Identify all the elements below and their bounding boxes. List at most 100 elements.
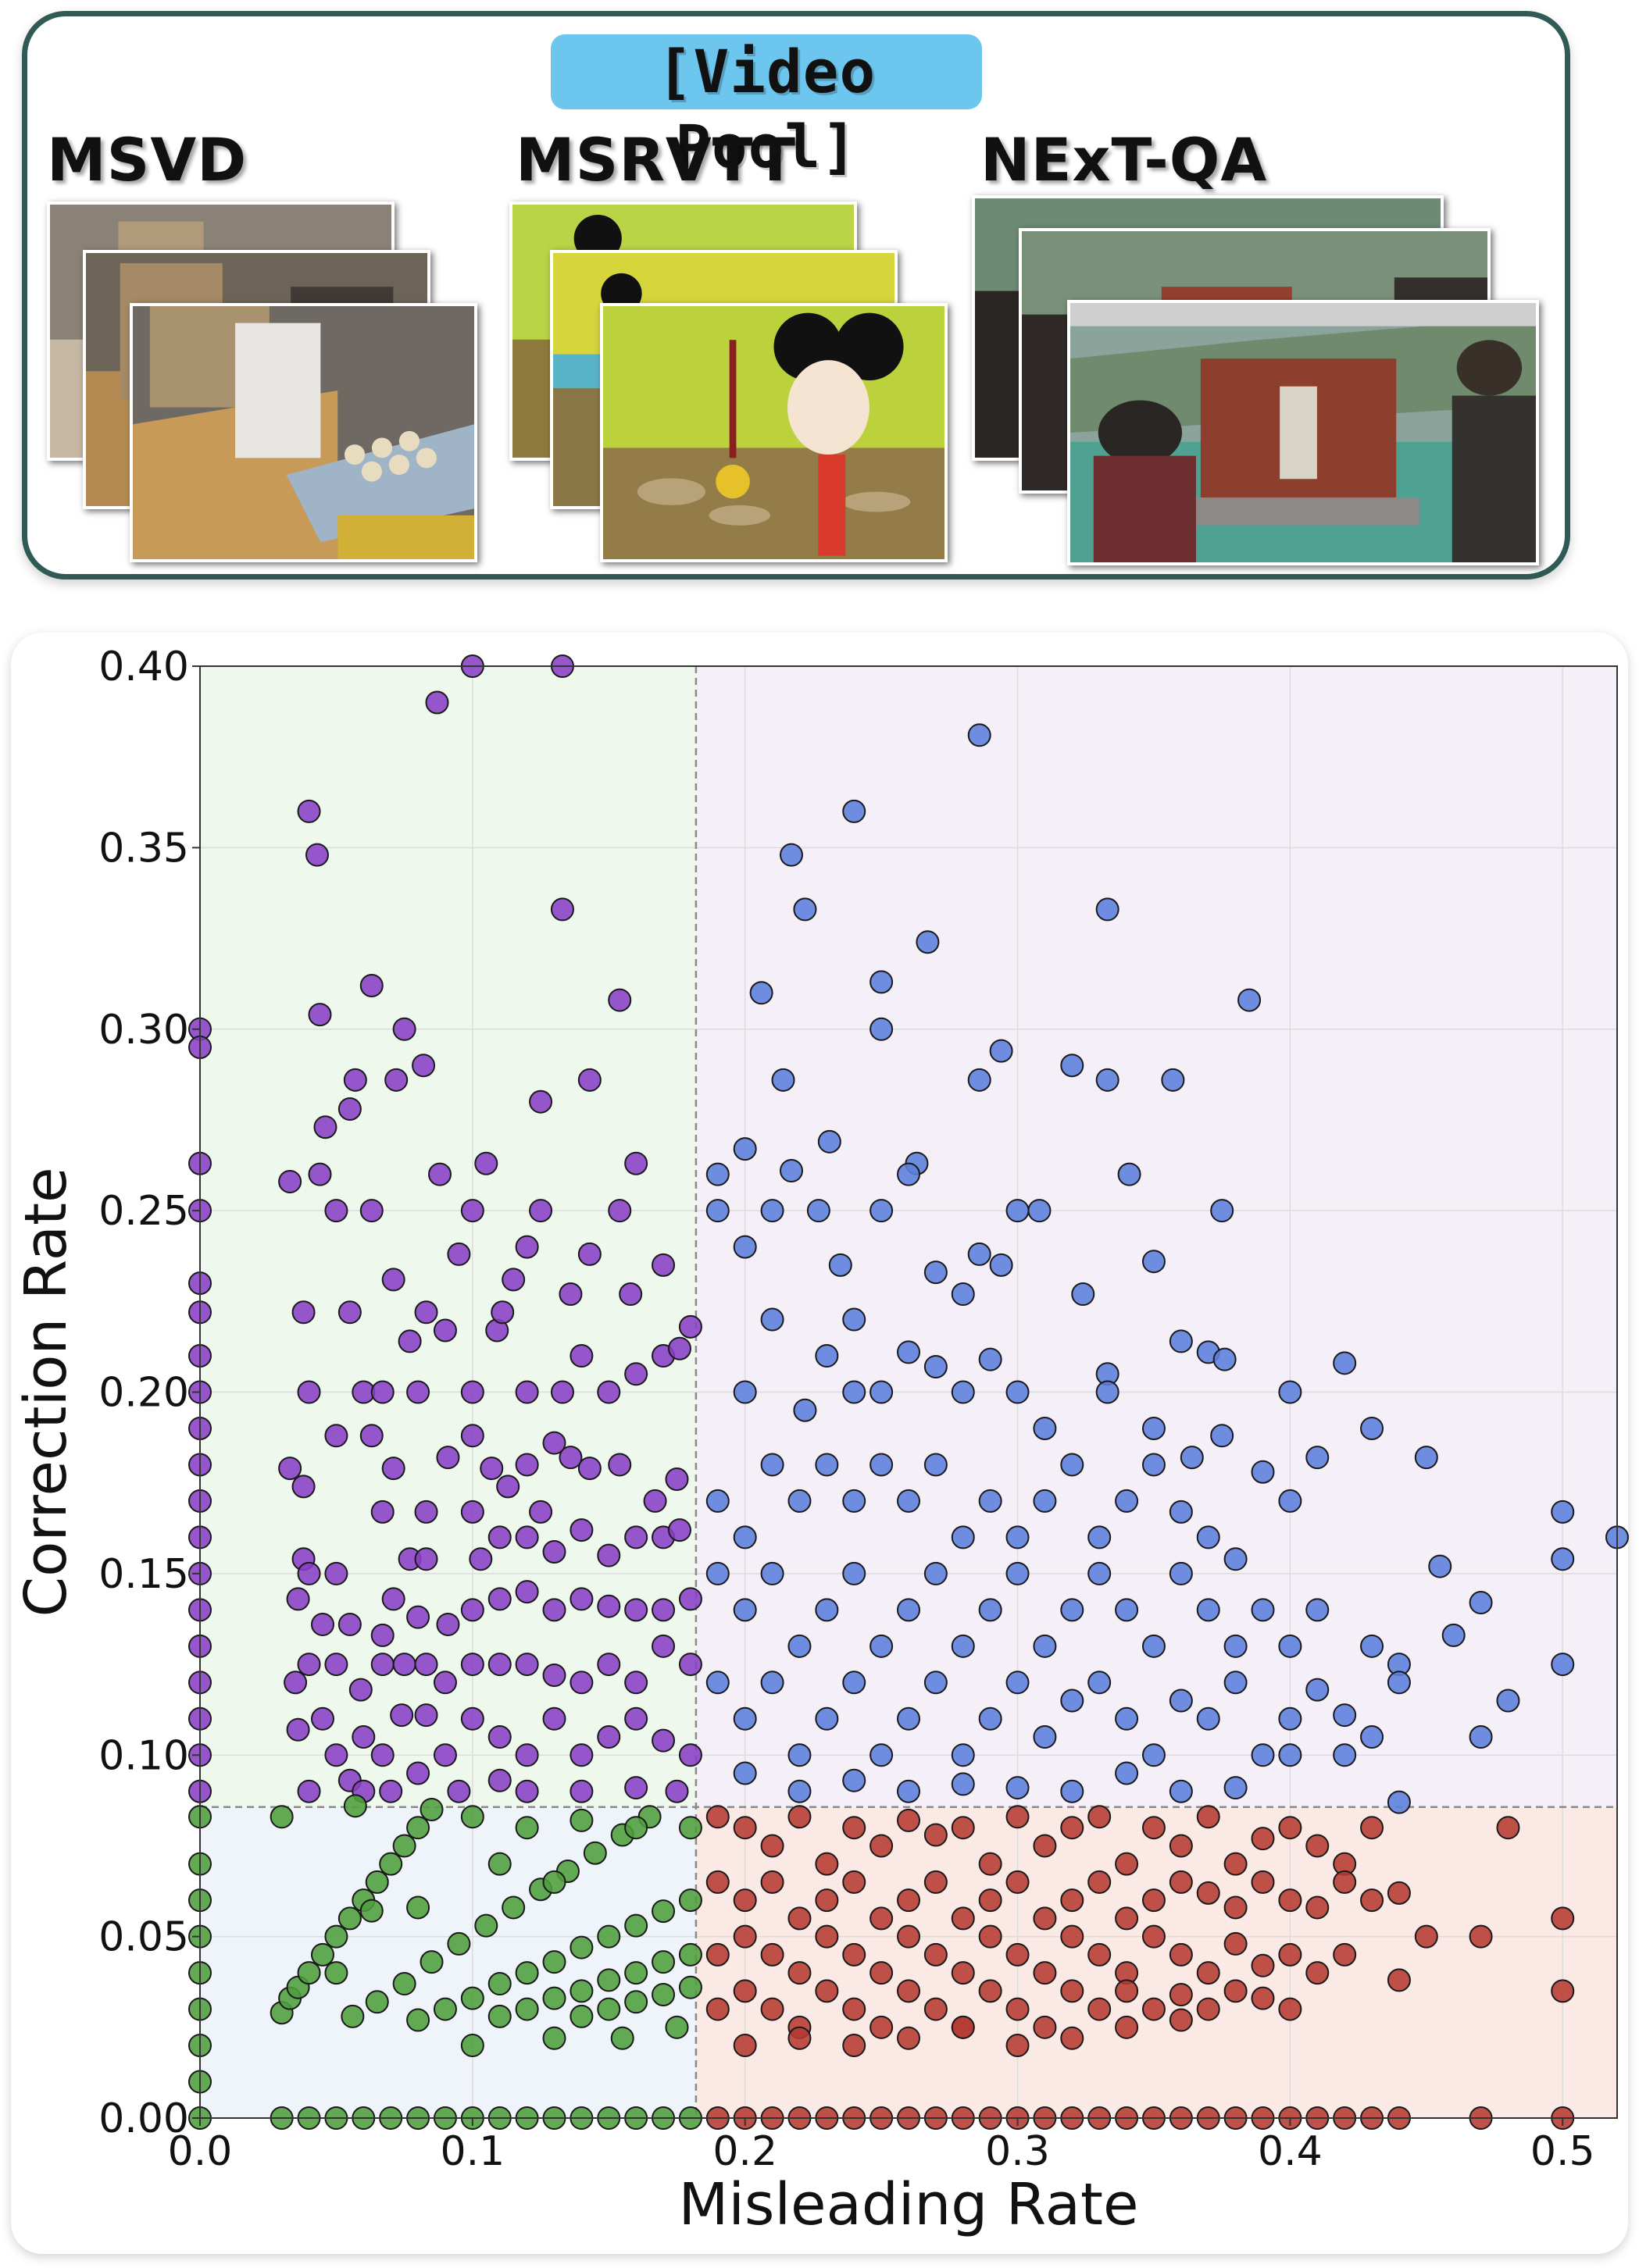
data-point bbox=[1333, 1743, 1357, 1767]
data-point bbox=[1414, 1446, 1438, 1470]
data-point bbox=[406, 1761, 430, 1785]
data-point bbox=[1169, 1500, 1193, 1524]
x-tick-label: 0.1 bbox=[440, 2128, 505, 2175]
data-point bbox=[1469, 1591, 1493, 1615]
data-point bbox=[652, 1728, 676, 1753]
data-point bbox=[460, 1424, 484, 1448]
data-point bbox=[733, 1525, 757, 1549]
data-point bbox=[951, 1634, 975, 1658]
data-point bbox=[286, 1717, 310, 1742]
data-point bbox=[310, 1706, 334, 1731]
data-point bbox=[1196, 1525, 1220, 1549]
data-point bbox=[1033, 1725, 1057, 1749]
data-point bbox=[1278, 1997, 1302, 2021]
data-point bbox=[787, 2026, 812, 2050]
data-point bbox=[460, 1986, 484, 2010]
data-point bbox=[923, 1870, 948, 1894]
data-point bbox=[869, 1017, 894, 1041]
data-point bbox=[1005, 1776, 1030, 1800]
y-tick-label: 0.25 bbox=[98, 1188, 189, 1235]
data-point bbox=[1115, 2015, 1139, 2039]
data-point bbox=[815, 1979, 839, 2003]
data-point bbox=[1360, 1634, 1384, 1658]
data-point bbox=[923, 1671, 948, 1695]
data-point bbox=[760, 1671, 784, 1695]
x-tick-label: 0.4 bbox=[1258, 2128, 1323, 2175]
data-point bbox=[414, 1500, 438, 1524]
data-point bbox=[529, 1199, 553, 1223]
data-point bbox=[359, 973, 384, 997]
data-point bbox=[414, 1300, 438, 1325]
data-point bbox=[1060, 1779, 1084, 1803]
data-point bbox=[897, 1489, 920, 1513]
data-point bbox=[1169, 1942, 1193, 1967]
data-point bbox=[313, 1115, 337, 1139]
data-point bbox=[779, 1159, 803, 1183]
data-point bbox=[624, 1151, 648, 1175]
data-point bbox=[480, 1457, 504, 1481]
data-point bbox=[705, 1162, 730, 1186]
data-point bbox=[733, 1380, 757, 1404]
data-point bbox=[1196, 1706, 1220, 1731]
dataset-label-nextqa: NExT-QA bbox=[980, 125, 1268, 194]
nextqa-frame-front bbox=[1067, 300, 1539, 565]
data-point bbox=[542, 1986, 566, 2010]
data-point bbox=[436, 1446, 460, 1470]
data-point bbox=[1060, 1979, 1084, 2003]
data-point bbox=[1005, 1380, 1030, 1404]
data-point bbox=[1005, 2034, 1030, 2058]
data-point bbox=[1141, 1997, 1166, 2021]
data-point bbox=[1551, 1500, 1575, 1524]
data-point bbox=[447, 1779, 471, 1803]
data-point bbox=[1251, 1460, 1275, 1484]
data-point bbox=[705, 1489, 730, 1513]
data-point bbox=[1115, 1706, 1139, 1731]
data-point bbox=[678, 1816, 702, 1840]
y-axis-title: Correction Rate bbox=[12, 1167, 80, 1617]
data-point bbox=[583, 1841, 607, 1865]
data-point bbox=[842, 1380, 866, 1404]
data-point bbox=[967, 1242, 991, 1266]
data-point bbox=[1060, 1924, 1084, 1949]
data-point bbox=[608, 1453, 632, 1477]
data-point bbox=[379, 1852, 403, 1876]
data-point bbox=[760, 1942, 784, 1967]
data-point bbox=[308, 1162, 332, 1186]
data-point bbox=[515, 1653, 539, 1677]
data-point bbox=[487, 1587, 512, 1611]
data-point bbox=[460, 1653, 484, 1677]
data-point bbox=[1169, 1329, 1193, 1353]
data-point bbox=[559, 1446, 583, 1470]
data-point bbox=[348, 1678, 373, 1702]
data-point bbox=[570, 1979, 594, 2003]
data-point bbox=[652, 1982, 676, 2006]
data-point bbox=[1005, 1671, 1030, 1695]
data-point bbox=[570, 1808, 594, 1832]
data-point bbox=[310, 1942, 334, 1967]
data-point bbox=[1095, 897, 1119, 922]
data-point bbox=[733, 1706, 757, 1731]
data-point bbox=[491, 1300, 515, 1325]
data-point bbox=[815, 1924, 839, 1949]
data-point bbox=[1251, 1870, 1275, 1894]
data-point bbox=[815, 1344, 839, 1368]
data-point bbox=[897, 1598, 920, 1622]
data-point bbox=[1360, 1725, 1384, 1749]
data-point bbox=[542, 1664, 566, 1688]
data-point bbox=[787, 1634, 812, 1658]
data-point bbox=[529, 1500, 553, 1524]
data-point bbox=[619, 1282, 643, 1307]
data-point bbox=[370, 1653, 395, 1677]
data-point bbox=[1305, 1678, 1330, 1702]
data-point bbox=[1278, 1634, 1302, 1658]
data-point bbox=[1060, 1888, 1084, 1913]
data-point bbox=[1305, 1961, 1330, 1985]
data-point bbox=[1141, 1743, 1166, 1767]
data-point bbox=[705, 1870, 730, 1894]
data-point bbox=[1141, 1888, 1166, 1913]
data-point bbox=[577, 1068, 602, 1092]
data-point bbox=[270, 1805, 294, 1829]
data-point bbox=[842, 1816, 866, 1840]
data-point bbox=[1496, 1689, 1520, 1713]
data-point bbox=[1060, 1816, 1084, 1840]
